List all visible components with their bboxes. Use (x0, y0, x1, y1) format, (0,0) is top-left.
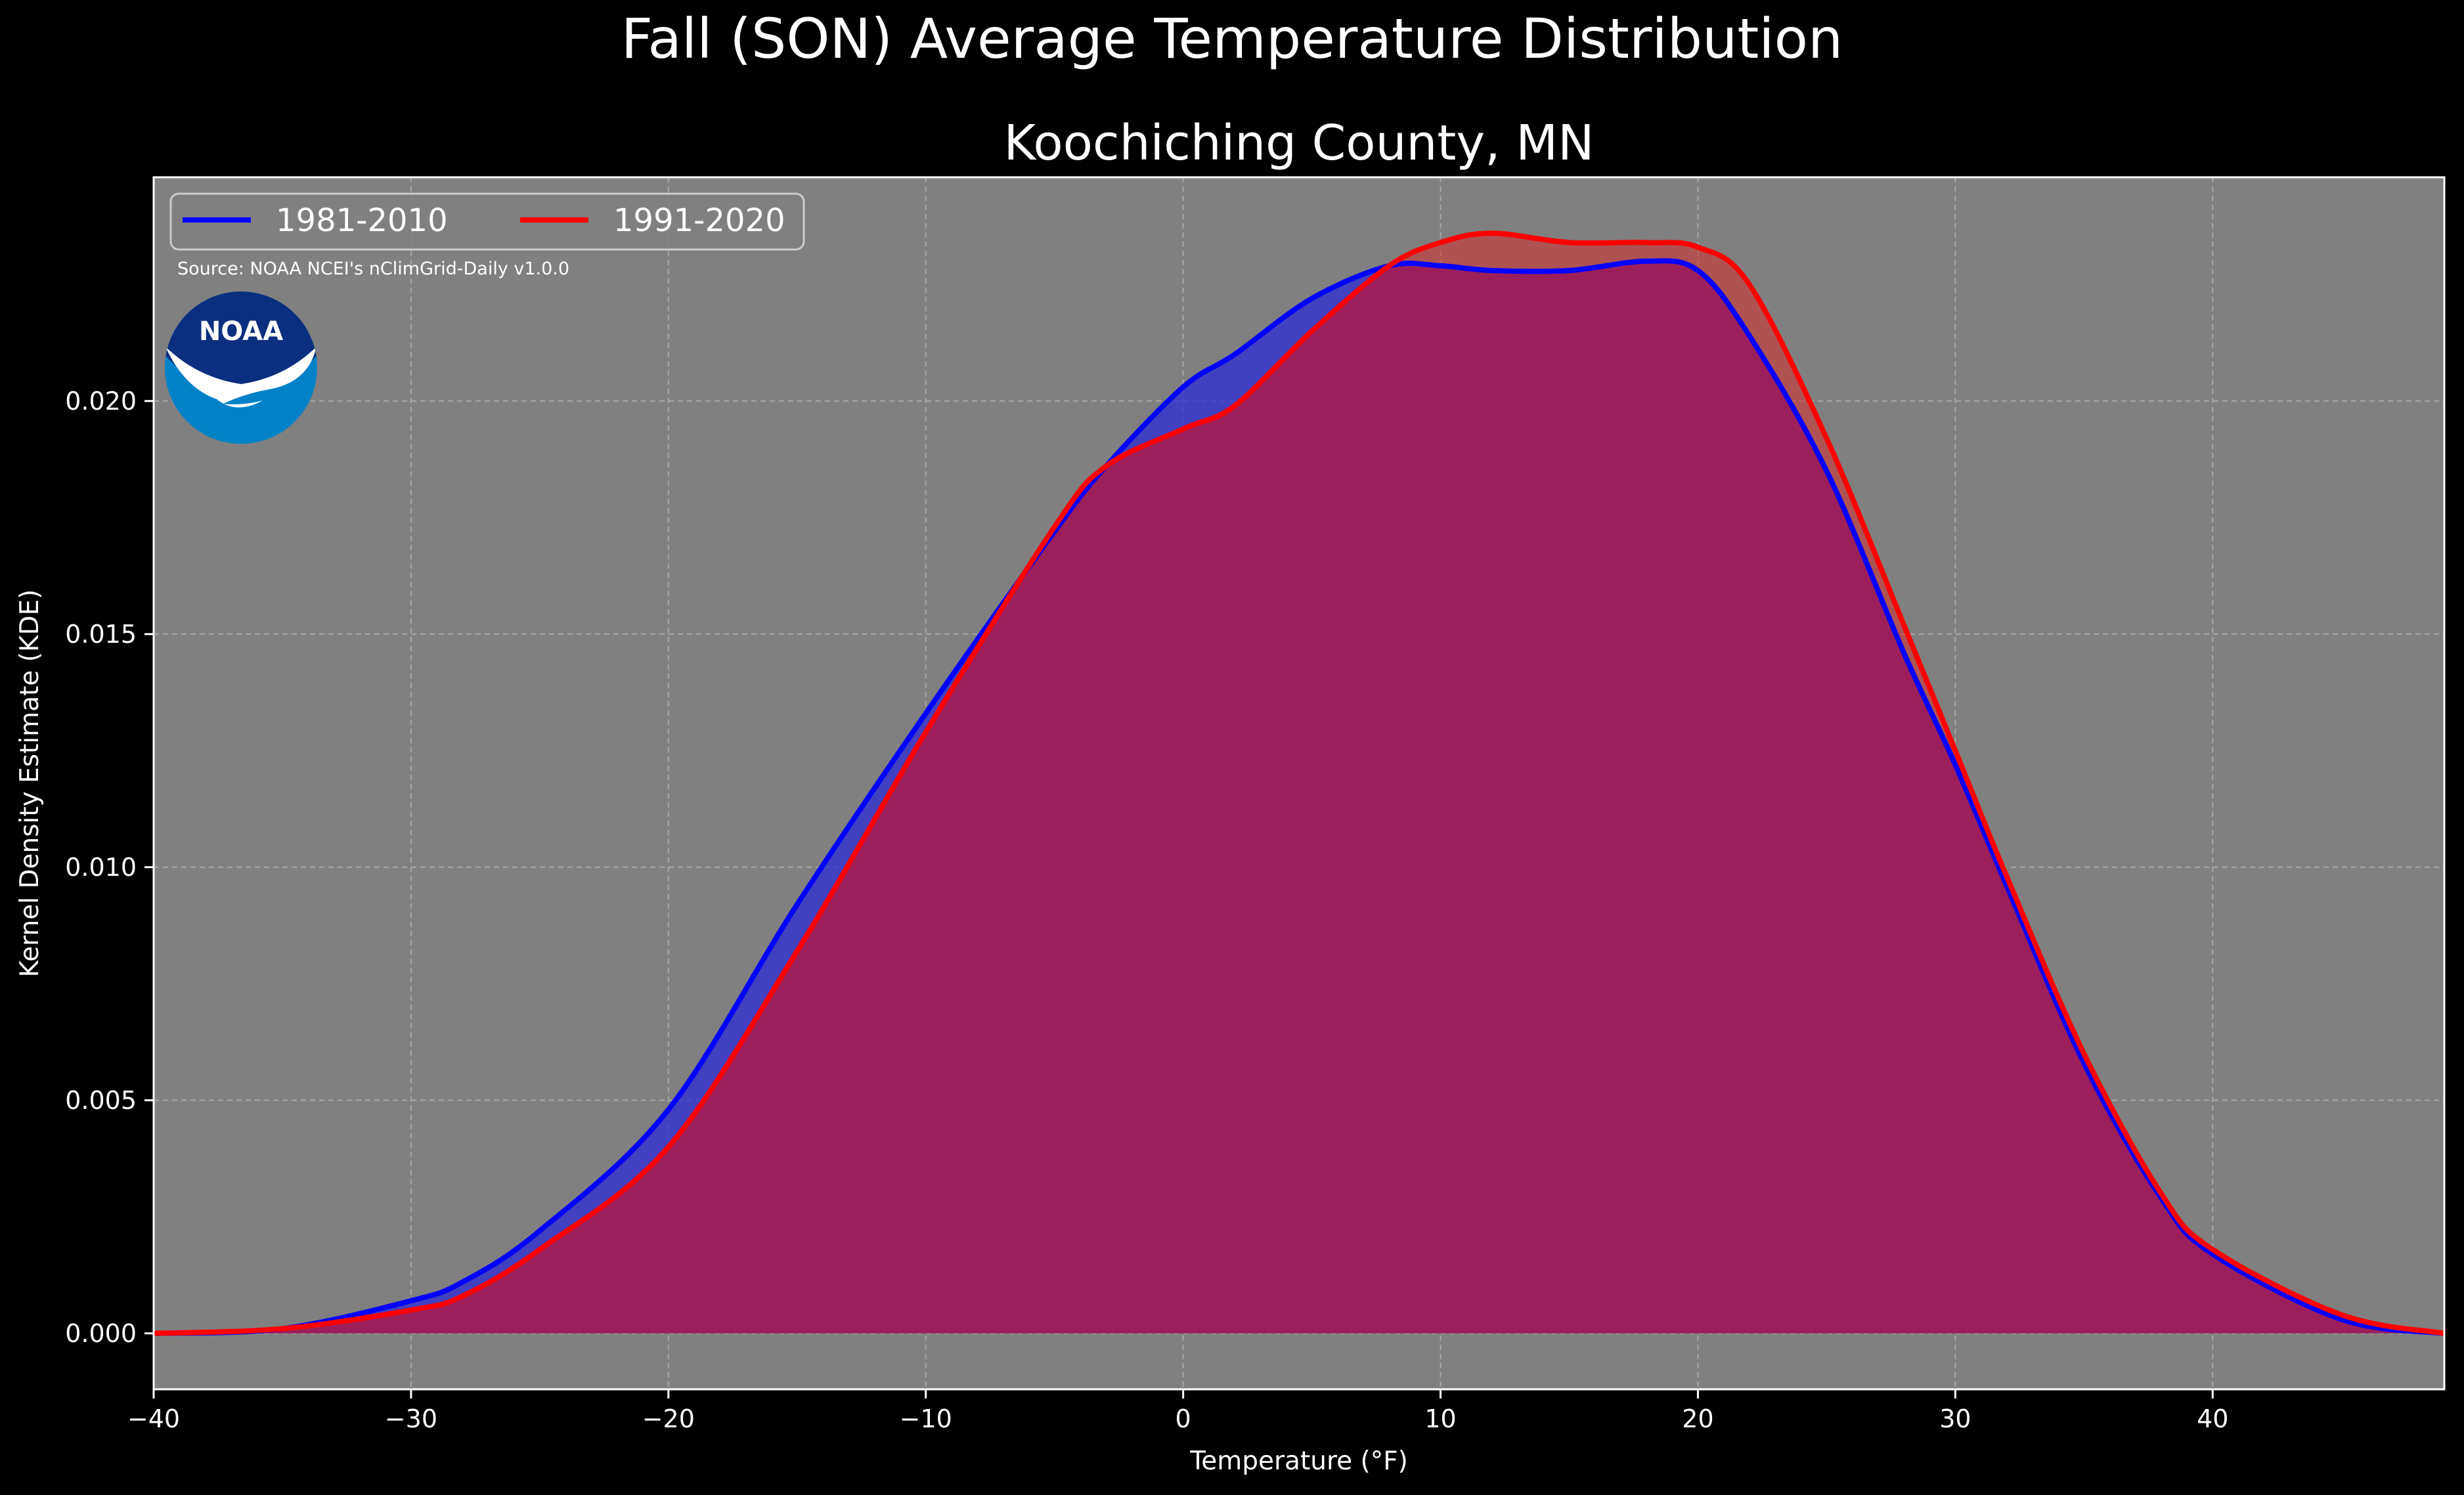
series-1981-2010-line (153, 258, 2445, 1336)
x-tick-label: 40 (2197, 1404, 2228, 1433)
y-tick-label: 0.000 (65, 1319, 137, 1348)
x-tick-label: −40 (127, 1404, 180, 1433)
x-tick-label: 30 (1939, 1404, 1971, 1433)
series-1991-2020-line (153, 230, 2445, 1336)
x-axis-ticks: −40 −30 −20 −10 0 10 20 30 40 (127, 1389, 2228, 1433)
y-tick-label: 0.010 (65, 853, 137, 882)
y-tick-label: 0.020 (65, 387, 137, 416)
y-axis-ticks: 0.000 0.005 0.010 0.015 0.020 (65, 387, 154, 1348)
x-tick-label: 0 (1176, 1404, 1191, 1433)
legend: 1981-2010 1991-2020 (169, 192, 805, 251)
axes-title: Koochiching County, MN (1004, 115, 1595, 171)
overlap-fill (154, 261, 2444, 1333)
y-tick-label: 0.015 (65, 620, 137, 649)
x-tick-label: −30 (385, 1404, 437, 1433)
legend-label-1991-2020: 1991-2020 (613, 202, 785, 239)
noaa-logo: NOAA (165, 292, 317, 444)
noaa-logo-text: NOAA (199, 316, 283, 347)
figure-suptitle: Fall (SON) Average Temperature Distribut… (621, 7, 1843, 71)
x-tick-label: 20 (1682, 1404, 1713, 1433)
legend-frame (169, 192, 805, 251)
x-tick-label: −20 (642, 1404, 695, 1433)
x-tick-label: 10 (1424, 1404, 1456, 1433)
x-tick-label: −10 (900, 1404, 952, 1433)
legend-label-1981-2010: 1981-2010 (276, 202, 448, 239)
y-tick-label: 0.005 (65, 1086, 137, 1115)
y-axis-label: Kernel Density Estimate (KDE) (15, 590, 45, 978)
plot-frame (152, 176, 2446, 1391)
source-note: Source: NOAA NCEI's nClimGrid-Daily v1.0… (177, 259, 569, 279)
x-axis-label: Temperature (°F) (1189, 1446, 1408, 1476)
